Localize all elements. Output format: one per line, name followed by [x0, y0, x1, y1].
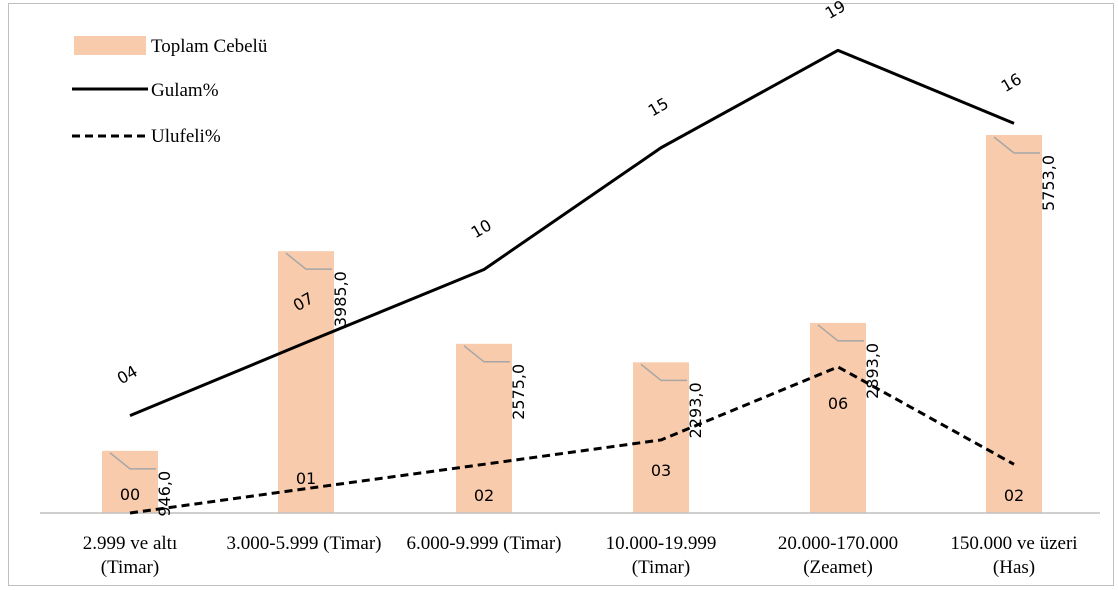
ulufeli-value-label: 01: [296, 469, 316, 488]
category-label: 3.000-5.999 (Timar): [227, 533, 382, 554]
bar-value-label: 2293,0: [686, 382, 705, 438]
bar-toplam-cebelu: [278, 251, 334, 513]
leader-line: [463, 345, 510, 363]
category-label: 20.000-170.000: [778, 533, 898, 554]
chart-area: [8, 3, 1114, 586]
category-label: (Timar): [101, 557, 159, 578]
bar-toplam-cebelu: [986, 135, 1042, 513]
category-label: 150.000 ve üzeri: [950, 533, 1077, 554]
leader-line: [109, 452, 156, 470]
category-label: 6.000-9.999 (Timar): [407, 533, 562, 554]
category-label: 10.000-19.999: [606, 533, 717, 554]
legend: Toplam Cebelü Gulam% Ulufeli%: [72, 36, 268, 147]
bars-layer: [102, 135, 1042, 513]
gulam-value-label: 19: [822, 0, 849, 23]
ulufeli-value-label: 02: [474, 486, 494, 505]
gulam-value-label: 16: [998, 69, 1025, 96]
line-gulam: [129, 48, 1015, 417]
legend-label-ulufeli: Ulufeli%: [151, 126, 221, 147]
lines-layer: [129, 48, 1015, 515]
category-labels: 2.999 ve altı (Timar) 3.000-5.999 (Timar) 6…: [83, 533, 1078, 578]
bar-toplam-cebelu: [633, 362, 689, 513]
gulam-value-label: 15: [645, 94, 672, 121]
category-label: (Timar): [632, 557, 690, 578]
bar-value-label: 2893,0: [863, 343, 882, 399]
ulufeli-value-label: 03: [651, 461, 671, 480]
legend-label-gulam: Gulam%: [151, 80, 219, 101]
bar-value-label: 2575,0: [509, 364, 528, 420]
category-label: (Zeamet): [803, 557, 873, 578]
line-ulufeli: [129, 365, 1015, 515]
category-label: 2.999 ve altı: [83, 533, 177, 554]
bar-toplam-cebelu: [102, 450, 158, 513]
legend-label-toplam-cebelu: Toplam Cebelü: [151, 36, 268, 57]
leader-line: [640, 363, 687, 382]
bar-value-label: 3985,0: [331, 271, 350, 327]
bar-toplam-cebelu: [810, 322, 866, 513]
category-label: (Has): [993, 557, 1035, 578]
leader-line: [993, 136, 1040, 154]
bar-toplam-cebelu: [456, 343, 512, 513]
gulam-value-label: 10: [468, 215, 495, 242]
gulam-value-label: 04: [114, 362, 141, 389]
leader-line: [285, 252, 332, 270]
ulufeli-value-label: 00: [120, 485, 140, 504]
ulufeli-value-label: 06: [828, 394, 848, 413]
legend-swatch-toplam-cebelu: [74, 36, 146, 55]
bar-value-label: 5753,0: [1039, 155, 1058, 211]
leader-line: [817, 324, 864, 342]
bar-value-label: 946,0: [155, 471, 174, 517]
ulufeli-value-label: 02: [1004, 486, 1024, 505]
